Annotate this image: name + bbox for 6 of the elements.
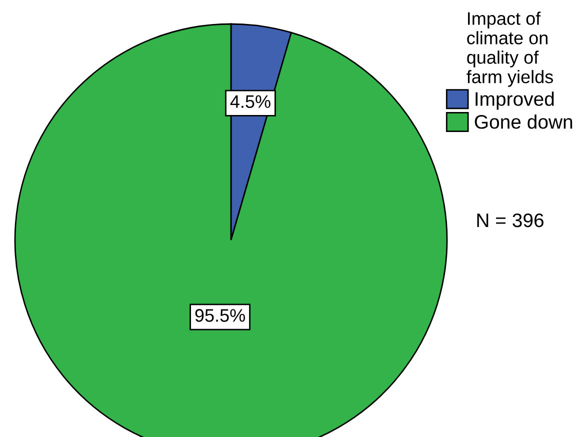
text: N = 396 [477, 213, 544, 228]
legend-label: Gone down [474, 114, 572, 129]
legend-title: Impact of climate on quality of farm yields [466, 12, 553, 87]
legend-label: Improved [476, 92, 554, 110]
data-label: 4.5% [230, 95, 270, 108]
data-label: 95.5% [195, 309, 245, 322]
